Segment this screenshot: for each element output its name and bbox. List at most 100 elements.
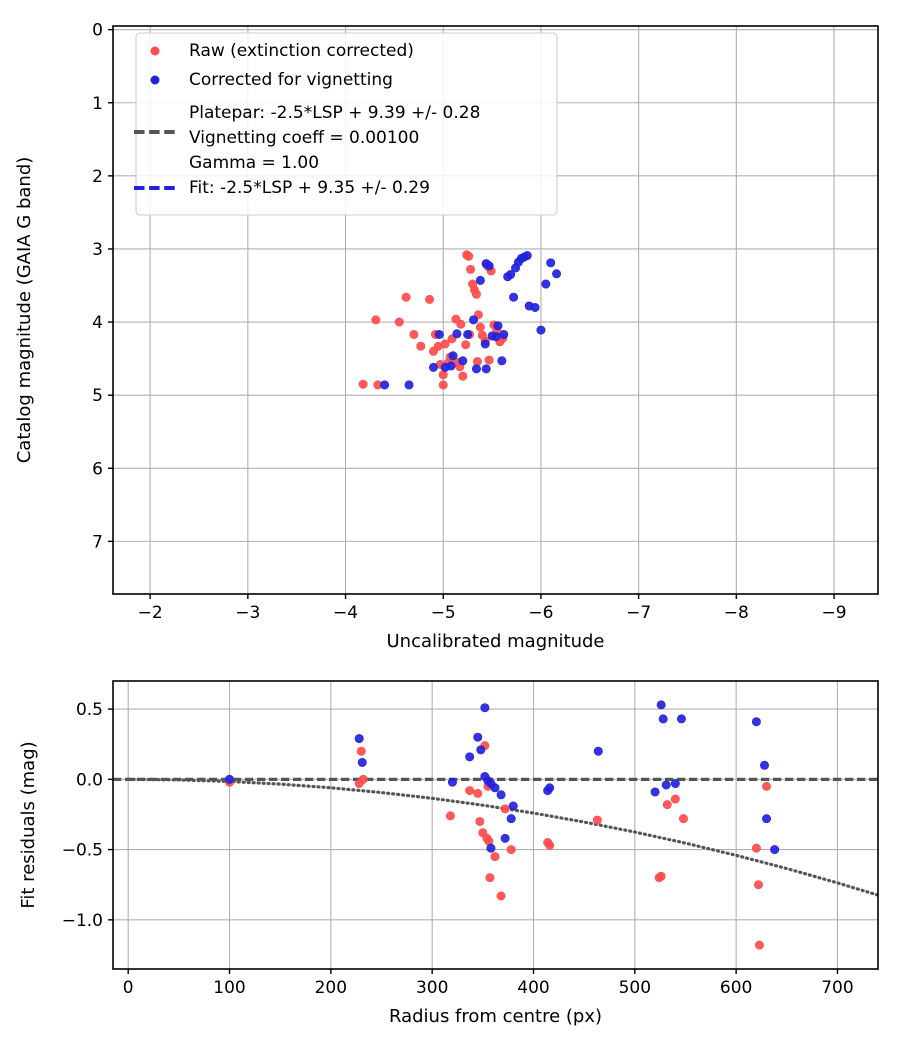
data-layer xyxy=(358,250,562,390)
legend-label: Fit: -2.5*LSP + 9.35 +/- 0.29 xyxy=(189,178,430,198)
data-point xyxy=(358,379,368,389)
data-point xyxy=(465,752,475,762)
y-axis-label: Catalog magnitude (GAIA G band) xyxy=(14,157,35,464)
data-point xyxy=(447,777,457,787)
x-tick-label: 100 xyxy=(213,978,245,998)
data-point xyxy=(493,321,503,331)
legend-marker-dot xyxy=(150,46,160,56)
data-point xyxy=(661,780,671,790)
data-point xyxy=(458,356,468,366)
axis-ticks: 0 100 200 300 400 500 600 700 0.5 0.0 −0.5 −1.0 xyxy=(62,700,854,998)
legend-entry-corrected[interactable]: Corrected for vignetting xyxy=(150,70,393,90)
legend-entry-raw[interactable]: Raw (extinction corrected) xyxy=(150,41,414,61)
data-point xyxy=(770,845,780,855)
data-point xyxy=(676,714,686,724)
data-point xyxy=(461,340,471,350)
data-point xyxy=(380,380,390,390)
data-point xyxy=(394,317,404,327)
legend-box xyxy=(135,32,558,216)
y-tick-label: 0.0 xyxy=(76,770,103,790)
data-point xyxy=(452,329,462,339)
data-point xyxy=(484,261,494,271)
series-raw-extinction-corrected- xyxy=(225,741,772,950)
data-point xyxy=(662,800,672,810)
x-tick-label: 300 xyxy=(416,978,448,998)
data-point xyxy=(552,269,562,279)
y-tick-label: 0 xyxy=(92,21,103,41)
y-tick-label: 5 xyxy=(92,386,103,406)
y-tick-label: −0.5 xyxy=(62,841,103,861)
data-point xyxy=(356,746,366,756)
data-point xyxy=(425,294,435,304)
data-point xyxy=(545,840,555,850)
data-point xyxy=(416,341,426,351)
data-point xyxy=(499,329,509,339)
x-tick-label: 200 xyxy=(315,978,347,998)
data-point xyxy=(471,289,481,299)
data-point xyxy=(506,270,516,280)
data-point xyxy=(678,814,688,824)
x-tick-label: −5 xyxy=(431,603,456,623)
data-point xyxy=(593,746,603,756)
data-point xyxy=(473,788,483,798)
data-point xyxy=(496,891,506,901)
data-point xyxy=(440,339,450,349)
x-axis-label: Radius from centre (px) xyxy=(389,1006,602,1027)
data-point xyxy=(354,734,364,744)
y-tick-label: 4 xyxy=(92,313,103,333)
x-tick-label: −9 xyxy=(822,603,847,623)
legend-entry-platepar[interactable]: Platepar: -2.5*LSP + 9.39 +/- 0.28 Vignet… xyxy=(134,103,480,173)
series-corrected-for-vignetting xyxy=(225,700,780,855)
data-point xyxy=(490,852,500,862)
data-point xyxy=(480,339,490,349)
data-point xyxy=(592,815,602,825)
data-point xyxy=(401,292,411,302)
data-point xyxy=(465,786,475,796)
legend-entry-fit[interactable]: Fit: -2.5*LSP + 9.35 +/- 0.29 xyxy=(134,178,430,198)
x-axis-label: Uncalibrated magnitude xyxy=(386,631,604,652)
data-point xyxy=(506,845,516,855)
data-point xyxy=(670,794,680,804)
data-point xyxy=(754,940,764,950)
data-point xyxy=(530,302,540,312)
data-point xyxy=(656,871,666,881)
data-point xyxy=(481,364,491,374)
legend-label-line-2: Vignetting coeff = 0.00100 xyxy=(189,128,419,148)
data-point xyxy=(541,279,551,289)
data-point xyxy=(546,258,556,268)
data-point xyxy=(536,325,546,335)
legend[interactable]: Raw (extinction corrected) Corrected for … xyxy=(134,32,558,216)
y-tick-label: 0.5 xyxy=(76,700,103,720)
x-tick-label: −7 xyxy=(626,603,651,623)
data-point xyxy=(508,801,518,811)
data-point xyxy=(506,814,516,824)
x-tick-label: −6 xyxy=(528,603,553,623)
y-axis-label: Fit residuals (mag) xyxy=(18,741,39,908)
legend-label: Raw (extinction corrected) xyxy=(189,41,414,61)
x-tick-label: 600 xyxy=(720,978,752,998)
data-point xyxy=(509,292,519,302)
data-point xyxy=(762,814,772,824)
axis-ticks: −2 −3 −4 −5 −6 −7 −8 −9 0 1 2 3 4 5 6 7 xyxy=(92,21,846,623)
data-point xyxy=(650,787,660,797)
data-point xyxy=(428,362,438,372)
data-point xyxy=(762,781,772,791)
data-point xyxy=(471,364,481,374)
data-point xyxy=(464,251,474,261)
data-point xyxy=(670,779,680,789)
data-point xyxy=(463,329,473,339)
data-point xyxy=(446,361,456,371)
data-point xyxy=(475,816,485,826)
data-point xyxy=(485,873,495,883)
x-tick-label: −4 xyxy=(333,603,358,623)
x-tick-label: −2 xyxy=(138,603,163,623)
data-point xyxy=(656,700,666,710)
data-point xyxy=(438,380,448,390)
data-point xyxy=(469,315,479,325)
data-point xyxy=(751,843,761,853)
legend-label-line-1: Platepar: -2.5*LSP + 9.39 +/- 0.28 xyxy=(189,103,480,123)
data-point xyxy=(466,264,476,274)
data-point xyxy=(545,783,555,793)
